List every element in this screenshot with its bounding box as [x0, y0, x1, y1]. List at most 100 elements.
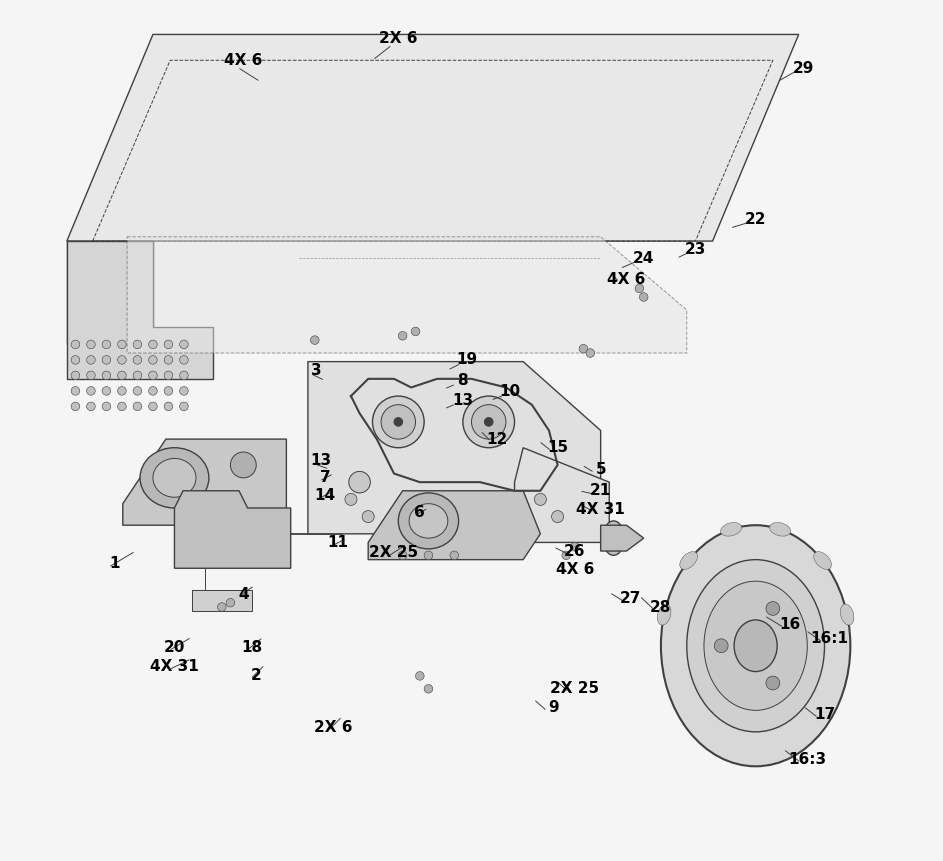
Text: 28: 28 — [651, 599, 671, 615]
Circle shape — [102, 340, 110, 349]
Circle shape — [133, 387, 141, 395]
Ellipse shape — [769, 523, 790, 536]
Text: 5: 5 — [595, 461, 606, 477]
Circle shape — [164, 340, 173, 349]
Circle shape — [398, 331, 407, 340]
Circle shape — [362, 511, 374, 523]
Circle shape — [87, 387, 95, 395]
Circle shape — [87, 371, 95, 380]
Ellipse shape — [840, 604, 854, 625]
Circle shape — [226, 598, 235, 607]
Text: 4: 4 — [238, 586, 249, 602]
Ellipse shape — [463, 396, 515, 448]
Circle shape — [179, 371, 189, 380]
Text: 16: 16 — [780, 616, 801, 632]
Ellipse shape — [398, 492, 458, 549]
Circle shape — [133, 371, 141, 380]
Circle shape — [179, 402, 189, 411]
Circle shape — [164, 371, 173, 380]
Ellipse shape — [603, 521, 624, 555]
Circle shape — [87, 356, 95, 364]
Circle shape — [398, 551, 407, 560]
Circle shape — [149, 387, 157, 395]
Circle shape — [102, 387, 110, 395]
Text: 11: 11 — [327, 535, 349, 550]
Circle shape — [218, 603, 226, 611]
Circle shape — [149, 340, 157, 349]
Polygon shape — [368, 491, 540, 560]
Text: 21: 21 — [590, 483, 611, 499]
Text: 4X 31: 4X 31 — [150, 659, 199, 674]
Ellipse shape — [687, 560, 824, 732]
Circle shape — [102, 356, 110, 364]
Circle shape — [118, 387, 126, 395]
Circle shape — [87, 340, 95, 349]
Ellipse shape — [814, 552, 832, 569]
Text: 6: 6 — [415, 505, 425, 520]
Text: 9: 9 — [548, 700, 558, 715]
Text: 2: 2 — [251, 668, 261, 684]
Circle shape — [450, 551, 458, 560]
Text: 4X 6: 4X 6 — [224, 53, 262, 68]
Polygon shape — [67, 34, 799, 241]
Ellipse shape — [372, 396, 424, 448]
Text: 4X 6: 4X 6 — [555, 562, 594, 578]
Ellipse shape — [657, 604, 671, 625]
Text: 2X 6: 2X 6 — [314, 720, 353, 735]
Ellipse shape — [661, 525, 851, 766]
Circle shape — [102, 371, 110, 380]
Circle shape — [179, 387, 189, 395]
Text: 26: 26 — [564, 543, 586, 559]
Polygon shape — [191, 590, 252, 611]
Circle shape — [766, 602, 780, 616]
Text: 15: 15 — [547, 440, 569, 455]
Circle shape — [639, 293, 648, 301]
Text: 17: 17 — [814, 707, 835, 722]
Ellipse shape — [734, 620, 777, 672]
Circle shape — [164, 356, 173, 364]
Circle shape — [535, 493, 546, 505]
Polygon shape — [515, 448, 609, 542]
Circle shape — [411, 327, 420, 336]
Text: 13: 13 — [453, 393, 473, 408]
Text: 2X 6: 2X 6 — [379, 31, 418, 46]
Ellipse shape — [485, 418, 493, 426]
Text: 2X 25: 2X 25 — [370, 545, 419, 561]
Text: 19: 19 — [456, 352, 478, 368]
Circle shape — [345, 493, 357, 505]
Circle shape — [179, 356, 189, 364]
Ellipse shape — [472, 405, 506, 439]
Text: 18: 18 — [241, 640, 262, 655]
Circle shape — [133, 356, 141, 364]
Circle shape — [118, 356, 126, 364]
Polygon shape — [127, 237, 687, 353]
Ellipse shape — [349, 472, 371, 492]
Circle shape — [149, 356, 157, 364]
Circle shape — [133, 340, 141, 349]
Ellipse shape — [153, 458, 196, 498]
Polygon shape — [123, 439, 287, 525]
Ellipse shape — [394, 418, 403, 426]
Text: 13: 13 — [310, 453, 331, 468]
Text: 8: 8 — [457, 373, 469, 388]
Polygon shape — [67, 241, 153, 344]
Circle shape — [416, 672, 424, 680]
Polygon shape — [601, 525, 644, 551]
Text: 2X 25: 2X 25 — [551, 681, 600, 697]
Circle shape — [562, 551, 571, 560]
Circle shape — [424, 551, 433, 560]
Circle shape — [118, 340, 126, 349]
Text: 4X 31: 4X 31 — [576, 502, 625, 517]
Polygon shape — [308, 362, 601, 534]
Ellipse shape — [720, 523, 741, 536]
Text: 24: 24 — [633, 251, 654, 266]
Circle shape — [424, 684, 433, 693]
Circle shape — [102, 402, 110, 411]
Circle shape — [164, 387, 173, 395]
Text: 29: 29 — [792, 61, 814, 77]
Circle shape — [766, 676, 780, 690]
Circle shape — [71, 356, 80, 364]
Circle shape — [179, 340, 189, 349]
Circle shape — [118, 371, 126, 380]
Text: 3: 3 — [311, 362, 322, 378]
